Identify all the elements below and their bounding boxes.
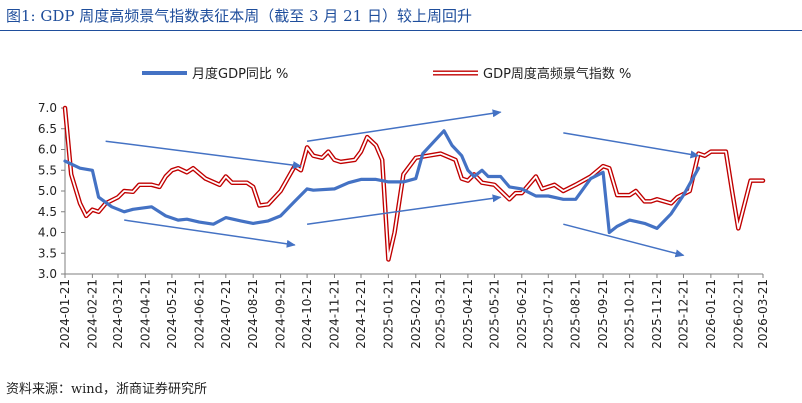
- x-tick-label: 2024-01-21: [58, 279, 72, 349]
- series-weekly-index-core: [64, 107, 764, 261]
- x-tick-label: 2024-12-21: [354, 279, 368, 349]
- legend: 月度GDP同比 % GDP周度高频景气指数 %: [142, 66, 631, 82]
- x-tick-label: 2025-04-21: [461, 279, 475, 349]
- y-tick-label: 4.5: [38, 205, 57, 219]
- title-divider: [0, 30, 802, 31]
- x-tick-label: 2024-07-21: [219, 279, 233, 349]
- x-tick-label: 2026-02-21: [731, 279, 745, 349]
- x-tick-label: 2024-04-21: [138, 279, 152, 349]
- axes: 3.0 3.5 4.0 4.5 5.0 5.5 6.0 6.5 7.0 2024-01-21 202…: [38, 101, 770, 349]
- trend-arrow: [124, 219, 296, 248]
- y-tick-label: 5.0: [38, 184, 57, 198]
- x-tick-label: 2024-02-21: [85, 279, 99, 349]
- series-monthly-gdp-line: [63, 129, 701, 235]
- x-tick-label: 2024-08-21: [246, 279, 260, 349]
- trend-arrow: [306, 194, 502, 225]
- x-tick-label: 2025-08-21: [569, 279, 583, 349]
- x-tick-label: 2024-09-21: [274, 279, 288, 349]
- trend-arrows: [105, 109, 700, 258]
- y-tick-label: 4.0: [38, 226, 57, 240]
- x-tick-label: 2025-01-21: [381, 279, 395, 349]
- x-tick-label: 2025-02-21: [409, 279, 423, 349]
- trend-arrow: [563, 132, 700, 159]
- x-tick-label: 2025-11-21: [650, 279, 664, 349]
- y-tick-label: 7.0: [38, 101, 57, 115]
- y-tick-label: 3.0: [38, 267, 57, 281]
- x-tick-label: 2025-09-21: [596, 279, 610, 349]
- series-weekly-index-outline: [62, 105, 766, 262]
- x-tick-label: 2026-01-21: [704, 279, 718, 349]
- y-tick-label: 3.5: [38, 246, 57, 260]
- trend-arrow: [105, 140, 302, 170]
- trend-arrow: [563, 223, 685, 258]
- legend-label-monthly-gdp: 月度GDP同比 %: [192, 66, 288, 82]
- y-tick-label: 5.5: [38, 163, 57, 177]
- trend-arrow: [306, 109, 502, 142]
- x-tick-label: 2024-03-21: [111, 279, 125, 349]
- x-tick-label: 2024-05-21: [165, 279, 179, 349]
- x-tick-label: 2025-10-21: [623, 279, 637, 349]
- x-tick-label: 2024-11-21: [327, 279, 341, 349]
- x-tick-label: 2025-06-21: [515, 279, 529, 349]
- x-tick-label: 2025-12-21: [676, 279, 690, 349]
- figure-title: 图1: GDP 周度高频景气指数表征本周（截至 3 月 21 日）较上周回升: [6, 7, 472, 25]
- source-note: 资料来源：wind，浙商证券研究所: [6, 382, 207, 397]
- legend-label-weekly-index: GDP周度高频景气指数 %: [483, 66, 631, 82]
- x-tick-label: 2025-05-21: [487, 279, 501, 349]
- series-layer: [62, 105, 766, 262]
- y-tick-label: 6.0: [38, 143, 57, 157]
- x-tick-label: 2025-03-21: [434, 279, 448, 349]
- x-tick-label: 2024-10-21: [300, 279, 314, 349]
- x-tick-label: 2026-03-21: [756, 279, 770, 349]
- x-tick-label: 2024-06-21: [192, 279, 206, 349]
- y-tick-label: 6.5: [38, 122, 57, 136]
- x-tick-label: 2025-07-21: [541, 279, 555, 349]
